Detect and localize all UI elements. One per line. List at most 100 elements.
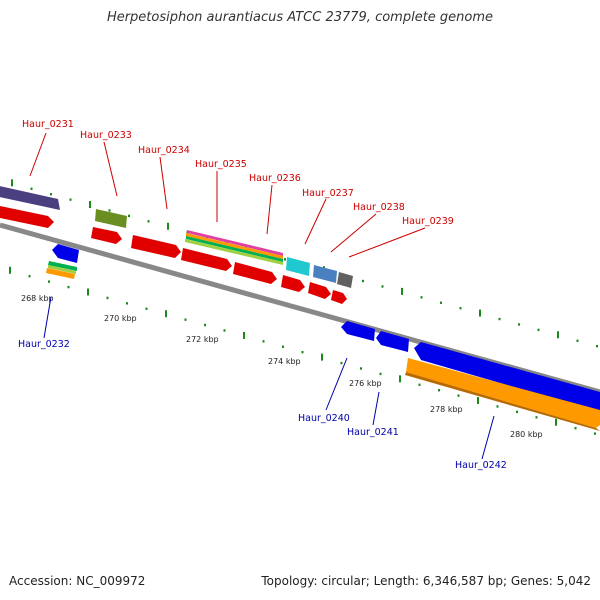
gene-label-upper[interactable]: Haur_0231 <box>22 119 74 130</box>
minor-tick <box>301 350 304 354</box>
minor-tick <box>457 394 460 397</box>
minor-tick <box>262 340 265 343</box>
major-tick <box>165 310 167 318</box>
minor-tick <box>516 410 518 414</box>
gene-feature-haur-0242[interactable] <box>406 358 600 428</box>
gene-label-upper[interactable]: Haur_0239 <box>402 216 454 227</box>
minor-tick <box>576 339 579 342</box>
gene-label-lower[interactable]: Haur_0232 <box>18 339 70 350</box>
gene-feature-blue-long[interactable] <box>414 342 600 412</box>
major-tick <box>11 179 13 187</box>
gene-feature-haur-0242-shade <box>405 372 600 431</box>
scale-label-group: 268 kbp 270 kbp 272 kbp 274 kbp 276 kbp 278 k… <box>21 294 543 439</box>
minor-tick <box>340 361 343 365</box>
major-tick <box>9 266 11 274</box>
minor-tick <box>362 279 364 283</box>
minor-tick <box>535 416 538 419</box>
major-tick <box>321 353 323 361</box>
upper-tick-row <box>11 179 598 348</box>
lower-tick-row <box>9 266 596 435</box>
lower-gene-labels: Haur_0232 Haur_0240 Haur_0241 Haur_0242 <box>18 339 507 471</box>
gene-feature-haur-0237[interactable] <box>286 257 310 276</box>
minor-tick <box>204 323 206 327</box>
gene-label-upper[interactable]: Haur_0235 <box>195 159 247 170</box>
minor-tick <box>440 301 442 304</box>
minor-tick <box>574 426 577 430</box>
gene-feature-red[interactable] <box>0 205 54 228</box>
minor-tick <box>126 302 128 305</box>
major-tick <box>399 375 401 383</box>
lower-callout-lines <box>43 296 495 460</box>
gene-feature-red[interactable] <box>281 275 305 292</box>
gene-label-upper[interactable]: Haur_0238 <box>353 202 405 213</box>
scale-label: 270 kbp <box>104 314 137 323</box>
minor-tick <box>69 198 72 201</box>
minor-tick <box>282 345 284 348</box>
gene-feature-red[interactable] <box>233 262 277 284</box>
minor-tick <box>128 214 130 218</box>
major-tick <box>557 331 559 339</box>
genome-title: Herpetosiphon aurantiacus ATCC 23779, co… <box>106 10 494 25</box>
gene-feature-grey[interactable] <box>337 272 353 288</box>
scale-label: 278 kbp <box>430 405 463 414</box>
gene-feature-haur-0238[interactable] <box>313 265 337 283</box>
minor-tick <box>594 432 596 435</box>
major-tick <box>479 309 481 317</box>
gene-feature-haur-0241[interactable] <box>376 331 409 352</box>
scale-label: 276 kbp <box>349 379 382 388</box>
genome-summary-text: Topology: circular; Length: 6,346,587 bp… <box>261 574 591 588</box>
gene-label-upper[interactable]: Haur_0237 <box>302 188 354 199</box>
gene-label-lower[interactable]: Haur_0242 <box>455 460 507 471</box>
gene-feature-haur-0233[interactable] <box>95 209 127 228</box>
minor-tick <box>48 280 50 283</box>
major-tick <box>167 222 169 230</box>
gene-label-lower[interactable]: Haur_0241 <box>347 427 399 438</box>
major-tick <box>401 287 403 295</box>
major-tick <box>89 201 91 209</box>
gene-feature-red[interactable] <box>91 227 122 244</box>
minor-tick <box>518 323 520 326</box>
gene-label-upper[interactable]: Haur_0233 <box>80 130 132 141</box>
gene-feature-haur-0232[interactable] <box>46 261 77 279</box>
gene-label-upper[interactable]: Haur_0236 <box>249 173 301 184</box>
minor-tick <box>438 388 440 392</box>
minor-tick <box>596 344 598 348</box>
scale-label: 272 kbp <box>186 335 219 344</box>
gene-label-lower[interactable]: Haur_0240 <box>298 413 350 424</box>
major-tick <box>243 331 245 339</box>
gene-feature-red[interactable] <box>131 235 181 258</box>
minor-tick <box>67 285 70 289</box>
gene-feature-red[interactable] <box>181 248 232 271</box>
minor-tick <box>184 318 187 321</box>
gene-feature-haur-0235[interactable] <box>185 230 283 265</box>
minor-tick <box>30 187 33 190</box>
minor-tick <box>145 307 148 310</box>
gene-feature-blue[interactable] <box>52 244 79 263</box>
minor-tick <box>106 296 109 300</box>
minor-tick <box>223 329 226 332</box>
minor-tick <box>284 258 286 261</box>
minor-tick <box>418 383 421 386</box>
minor-tick <box>459 306 462 310</box>
minor-tick <box>381 285 384 288</box>
accession-text: Accession: NC_009972 <box>9 574 146 588</box>
major-tick <box>87 288 89 296</box>
minor-tick <box>28 275 31 278</box>
minor-tick <box>537 328 540 332</box>
scale-label: 280 kbp <box>510 430 543 439</box>
gene-feature-haur-0240[interactable] <box>341 321 375 341</box>
scale-label: 274 kbp <box>268 357 301 366</box>
gene-feature-red[interactable] <box>331 290 347 304</box>
upper-callout-lines <box>29 132 426 258</box>
gene-label-upper[interactable]: Haur_0234 <box>138 145 190 156</box>
minor-tick <box>496 405 499 408</box>
upper-gene-labels: Haur_0231 Haur_0233 Haur_0234 Haur_0235 … <box>22 119 454 227</box>
minor-tick <box>379 372 382 376</box>
minor-tick <box>360 367 362 370</box>
gene-feature-red[interactable] <box>308 282 331 299</box>
minor-tick <box>50 192 52 196</box>
gene-feature-haur-0231[interactable] <box>0 185 60 210</box>
minor-tick <box>147 220 150 223</box>
